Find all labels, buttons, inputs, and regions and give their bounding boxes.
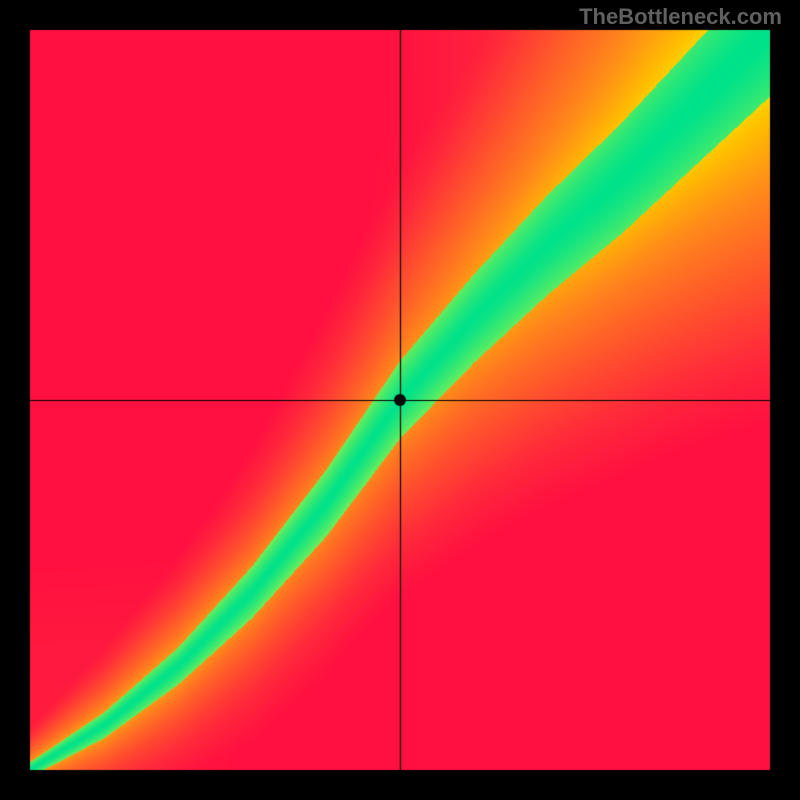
chart-frame: TheBottleneck.com	[0, 0, 800, 800]
heatmap-canvas	[0, 0, 800, 800]
watermark-text: TheBottleneck.com	[579, 4, 782, 30]
